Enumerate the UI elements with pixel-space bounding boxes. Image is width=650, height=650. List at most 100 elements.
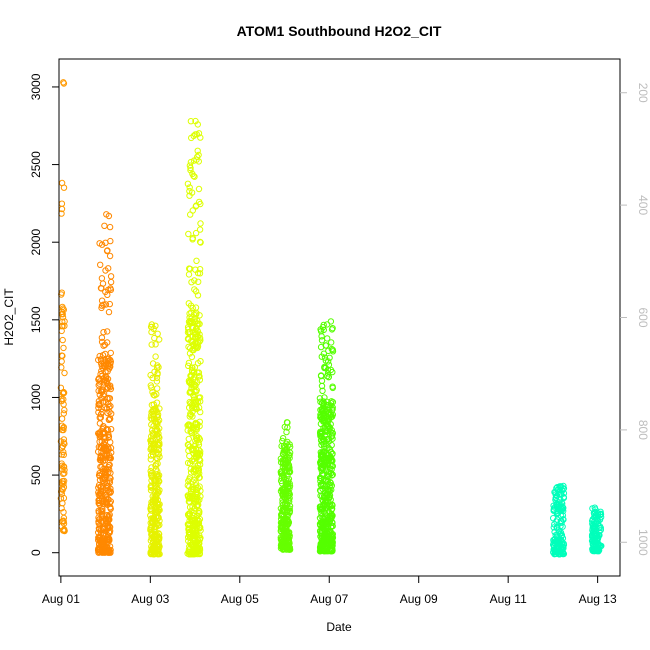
data-point [103,512,110,519]
data-point [147,482,155,489]
data-point [329,512,336,519]
data-point [318,337,326,344]
data-point [328,462,335,470]
data-point [100,301,107,308]
y-tick-label: 3000 [29,73,43,100]
data-point [277,523,285,531]
data-point [278,442,285,450]
data-point [103,454,110,461]
x-axis: Aug 01 Aug 03 Aug 05 Aug 07 Aug 09 Aug 11 Aug … [42,575,617,606]
data-point [185,230,192,238]
data-point [325,547,333,555]
data-point [553,492,561,500]
data-point [320,321,327,329]
data-point [189,304,196,312]
data-point [324,461,332,469]
data-point [147,415,155,422]
data-point [283,518,291,526]
data-point [326,536,333,543]
y-tick-label: 1000 [29,384,43,411]
data-point [100,500,107,507]
data-point [592,545,599,553]
data-point [97,487,105,494]
data-point [156,441,163,448]
data-point [186,443,194,450]
data-point [188,368,196,375]
data-point [107,273,115,280]
data-point [323,521,331,528]
data-point [329,384,336,392]
data-point [99,425,106,433]
data-point [286,502,294,510]
data-point [156,453,163,460]
data-point [322,364,329,371]
x-tick-label: Aug 03 [131,592,169,606]
data-point [186,329,193,336]
chart-title: ATOM1 Southbound H2O2_CIT [237,23,442,39]
data-point [195,151,202,159]
data-point [325,518,332,525]
data-point [151,334,158,342]
data-point [279,435,287,442]
data-point [187,410,194,417]
data-point [286,468,293,475]
data-point [97,261,104,268]
data-point [192,479,199,486]
y-tick-label: 500 [29,465,43,485]
data-point [105,308,113,316]
data-point [149,374,156,382]
data-point [105,286,112,293]
data-point [328,339,335,346]
data-point [192,288,200,295]
data-point [195,373,203,380]
data-point [154,385,161,392]
data-point [188,353,196,361]
data-point [190,132,197,140]
data-point [149,389,156,396]
data-point [147,524,155,531]
data-point [102,549,109,556]
data-point [550,524,557,531]
data-point [320,402,327,409]
data-point [196,418,204,425]
data-point [153,454,160,462]
data-point [150,446,157,453]
data-point [596,532,603,539]
data-point [185,359,193,367]
data-point [156,517,163,524]
data-point [185,318,193,325]
data-point [278,512,285,519]
data-point [284,457,291,464]
data-point [559,523,566,530]
data-point [189,364,196,371]
data-point [190,157,198,164]
data-point [185,548,192,556]
data-point [193,433,201,440]
y-tick-label: 0 [29,549,43,556]
data-point [281,483,288,491]
data-point [187,550,194,558]
data-point [95,536,102,544]
data-point [100,531,107,538]
data-point [282,532,289,539]
data-point [320,538,327,545]
data-point [319,410,326,417]
data-point [590,525,598,533]
data-point [147,502,155,509]
data-point [98,334,106,341]
data-point [323,372,331,380]
scatter-points-layer [57,79,605,558]
data-point [195,130,203,137]
data-point [278,475,285,482]
data-point [156,434,163,441]
data-point [185,421,192,428]
data-point [558,505,565,513]
data-point [189,338,196,345]
data-point [152,466,160,473]
data-point [552,535,559,542]
data-point [329,404,336,411]
data-point [186,498,193,505]
data-point [194,153,201,161]
data-point [96,240,103,247]
data-point [189,542,196,549]
